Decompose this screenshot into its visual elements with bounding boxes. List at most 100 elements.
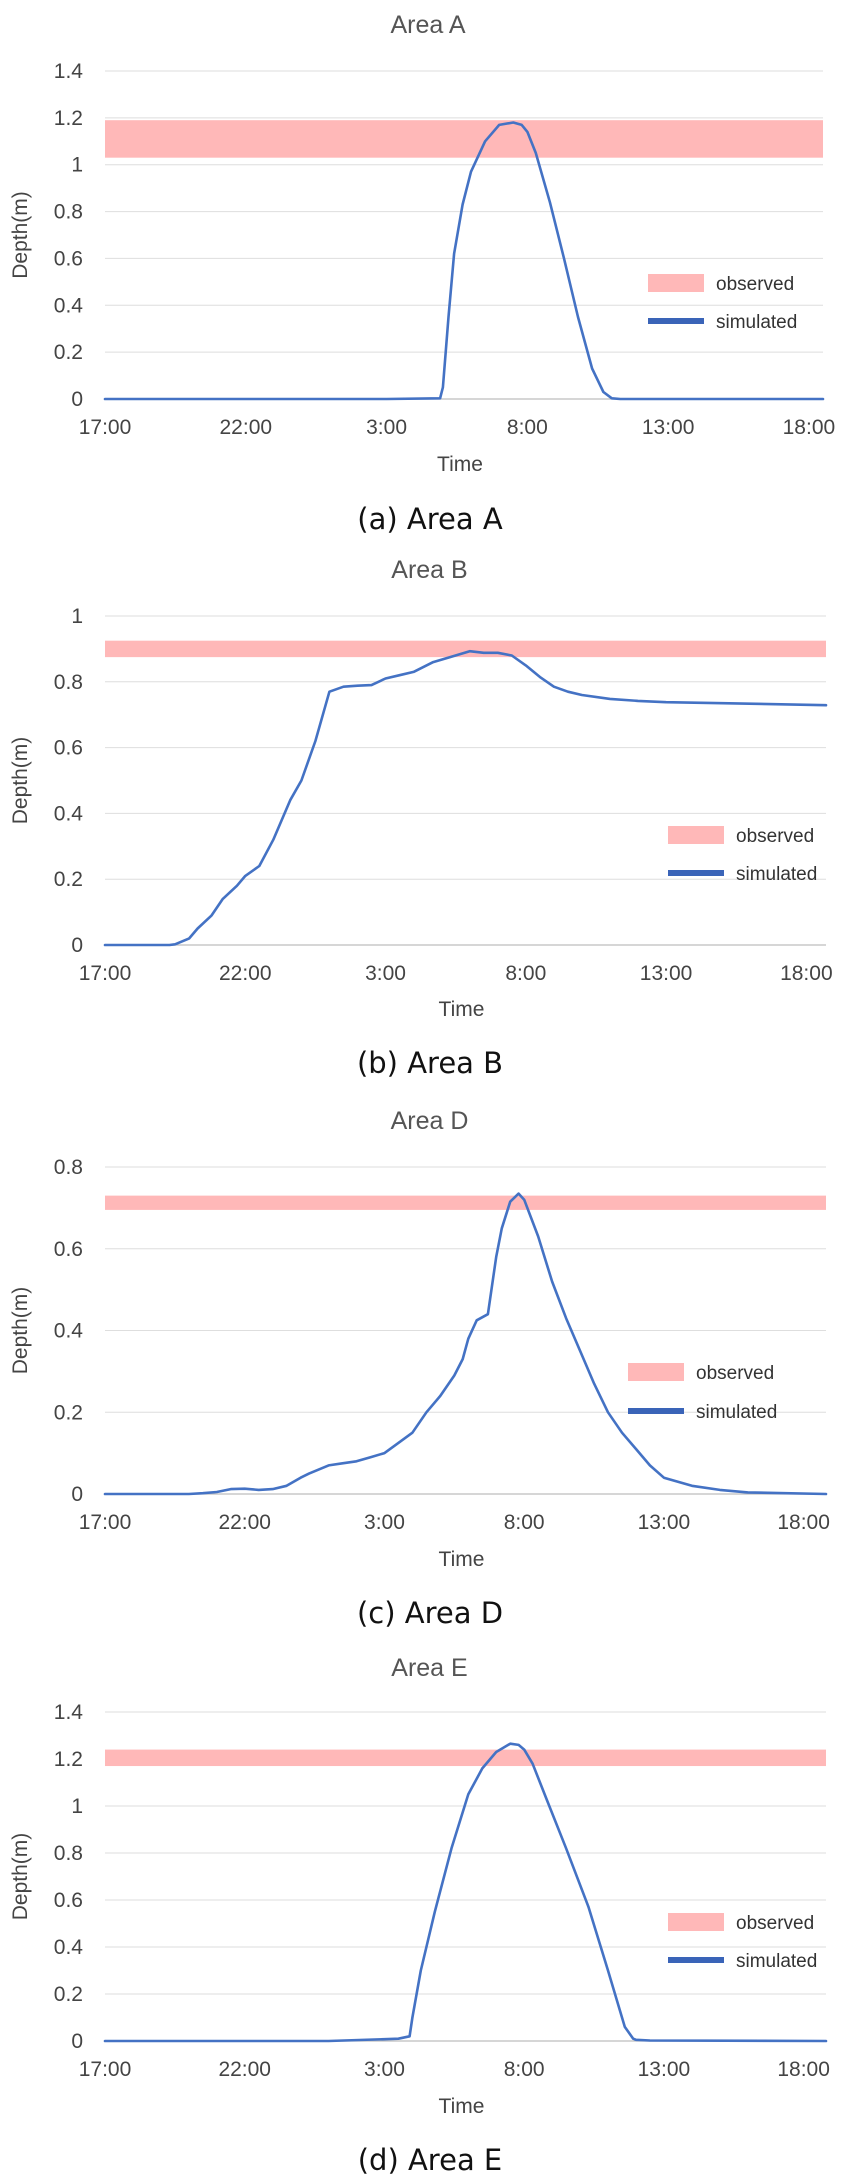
x-tick-label: 17:00 [79, 416, 132, 439]
legend: observed simulated [628, 1363, 777, 1423]
y-tick-label: 0.8 [54, 671, 83, 694]
x-tick-label: 3:00 [364, 2058, 405, 2081]
y-tick-label: 1.2 [54, 1748, 83, 1771]
legend-label-observed: observed [736, 1913, 814, 1934]
y-tick-label: 0.2 [54, 1401, 83, 1424]
y-tick-label: 1 [71, 1795, 83, 1818]
legend-swatch-simulated [668, 870, 724, 876]
y-tick-label: 0.6 [54, 247, 83, 270]
legend-swatch-observed [668, 826, 724, 844]
x-tick-label: 3:00 [364, 1511, 405, 1534]
x-tick-label: 17:00 [79, 1511, 132, 1534]
y-tick-label: 0 [71, 2030, 83, 2053]
y-tick-label: 0.4 [54, 1320, 84, 1343]
legend-label-observed: observed [696, 1363, 774, 1384]
x-tick-label: 13:00 [638, 1511, 691, 1534]
x-tick-label: 8:00 [505, 962, 546, 985]
series-line-simulated [103, 121, 825, 401]
y-tick-label: 1.2 [54, 107, 83, 130]
x-tick-label: 13:00 [640, 962, 693, 985]
x-tick-label: 3:00 [366, 416, 407, 439]
legend: observed simulated [668, 1913, 817, 1972]
y-tick-label: 0.4 [54, 294, 84, 317]
x-tick-label: 8:00 [504, 1511, 545, 1534]
x-tick-label: 22:00 [219, 962, 272, 985]
chart-4: Area E 0 0.2 0.4 0.6 0.8 1 1.2 1.4 17:00 22:00 3:00… [9, 1654, 830, 2177]
y-tick-label: 0.8 [54, 1156, 83, 1179]
y-tick-label: 0.6 [54, 737, 83, 760]
figure-caption: (d) Area E [358, 2143, 503, 2177]
x-tick-label: 3:00 [365, 962, 406, 985]
x-tick-label: 13:00 [638, 2058, 691, 2081]
observed-band [105, 120, 823, 158]
y-tick-label: 0.6 [54, 1889, 83, 1912]
x-tick-label: 13:00 [642, 416, 695, 439]
observed-band [105, 1195, 826, 1210]
x-tick-label: 8:00 [507, 416, 548, 439]
y-tick-label: 0 [71, 934, 83, 957]
figure-caption: (c) Area D [357, 1596, 503, 1630]
x-axis-label: Time [439, 1548, 485, 1571]
series-line-simulated [103, 649, 828, 947]
legend-label-simulated: simulated [696, 1402, 777, 1423]
legend: observed simulated [668, 826, 817, 885]
x-axis-label: Time [437, 453, 483, 476]
legend-swatch-simulated [628, 1408, 684, 1414]
legend-label-observed: observed [716, 274, 794, 295]
chart-3: Area D 0 0.2 0.4 0.6 0.8 17:00 22:00 3:00 8:00 13:… [9, 1107, 830, 1630]
y-tick-label: 0.6 [54, 1238, 83, 1261]
y-tick-label: 0.2 [54, 868, 83, 891]
observed-band [105, 1749, 826, 1767]
y-tick-label: 0 [71, 1483, 83, 1506]
figure-caption: (b) Area B [357, 1046, 503, 1080]
figure-caption: (a) Area A [357, 502, 503, 536]
legend-label-observed: observed [736, 826, 814, 847]
chart-1: Area A 0 0.2 0.4 0.6 0.8 1 1.2 1.4 17:00 22:00 3:00… [9, 11, 835, 536]
y-tick-label: 0.2 [54, 1983, 83, 2006]
legend-label-simulated: simulated [716, 312, 797, 333]
y-axis-label: Depth(m) [9, 191, 32, 279]
legend-swatch-observed [628, 1363, 684, 1381]
chart-title: Area B [391, 556, 467, 584]
x-tick-label: 18:00 [777, 1511, 830, 1534]
y-tick-label: 0.4 [54, 1936, 84, 1959]
x-tick-label: 22:00 [218, 1511, 271, 1534]
chart-title: Area E [391, 1654, 467, 1682]
y-tick-label: 0.2 [54, 341, 83, 364]
y-tick-label: 1.4 [54, 60, 84, 83]
series-line-simulated [103, 1742, 828, 2043]
chart-title: Area D [391, 1107, 469, 1135]
y-axis-label: Depth(m) [9, 1287, 32, 1375]
x-tick-label: 18:00 [783, 416, 836, 439]
legend-label-simulated: simulated [736, 1951, 817, 1972]
y-tick-label: 1 [71, 154, 83, 177]
legend-swatch-simulated [648, 318, 704, 324]
y-tick-label: 0 [71, 388, 83, 411]
x-tick-label: 22:00 [220, 416, 273, 439]
series-line-simulated [103, 1192, 828, 1496]
legend: observed simulated [648, 274, 797, 333]
x-axis-label: Time [439, 2095, 485, 2118]
legend-label-simulated: simulated [736, 864, 817, 885]
x-axis-label: Time [439, 998, 485, 1021]
legend-swatch-observed [648, 274, 704, 292]
x-tick-label: 17:00 [79, 962, 132, 985]
observed-band [105, 640, 826, 658]
y-tick-label: 0.8 [54, 201, 83, 224]
y-axis-label: Depth(m) [9, 737, 32, 825]
chart-2: Area B 0 0.2 0.4 0.6 0.8 1 17:00 22:00 3:00 8:00 13… [9, 556, 833, 1080]
y-tick-label: 0.4 [54, 802, 84, 825]
legend-swatch-observed [668, 1913, 724, 1931]
y-tick-label: 1.4 [54, 1701, 84, 1724]
chart-title: Area A [390, 11, 465, 39]
y-axis-label: Depth(m) [9, 1833, 32, 1921]
legend-swatch-simulated [668, 1957, 724, 1963]
x-tick-label: 22:00 [218, 2058, 271, 2081]
x-tick-label: 18:00 [780, 962, 833, 985]
y-tick-label: 1 [71, 605, 83, 628]
y-tick-label: 0.8 [54, 1842, 83, 1865]
x-tick-label: 17:00 [79, 2058, 132, 2081]
x-tick-label: 18:00 [777, 2058, 830, 2081]
x-tick-label: 8:00 [504, 2058, 545, 2081]
